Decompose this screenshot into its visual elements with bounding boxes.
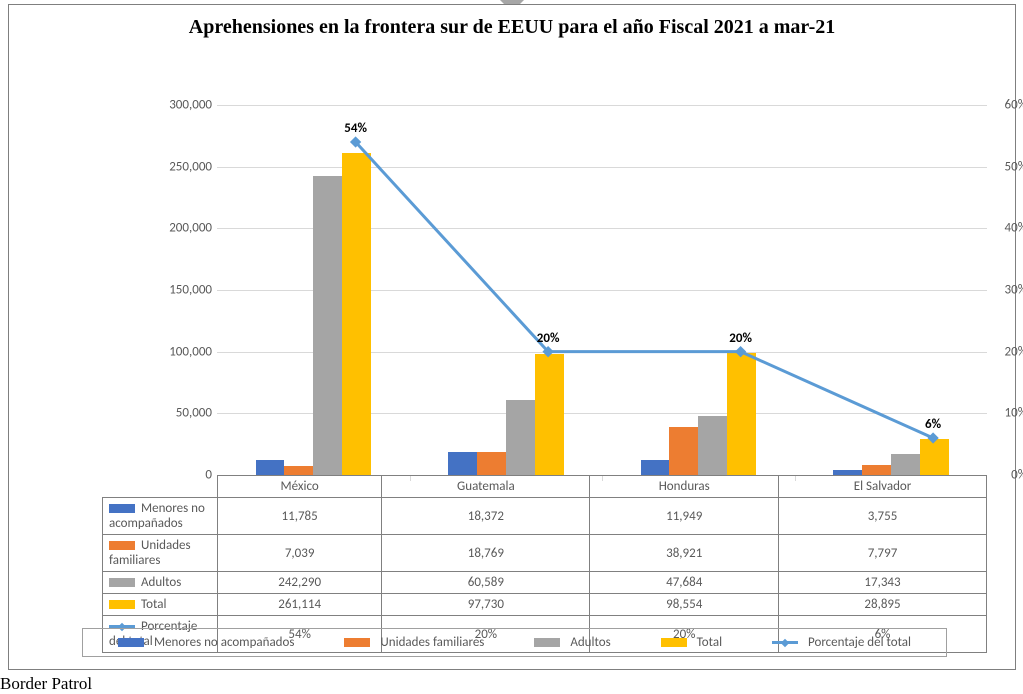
swatch-bar-icon <box>109 578 135 587</box>
table-cell: 18,769 <box>382 535 590 572</box>
table-cell: 98,554 <box>590 594 779 616</box>
table-cell: 7,039 <box>218 535 382 572</box>
swatch-bar-icon <box>118 638 144 647</box>
y-left-tick: 100,000 <box>157 344 212 359</box>
y-axis-right: 0%10%20%30%40%50%60% <box>992 105 1023 475</box>
swatch-bar-icon <box>109 504 135 513</box>
table-cell: 261,114 <box>218 594 382 616</box>
y-left-tick: 200,000 <box>157 221 212 236</box>
row-label: Adultos <box>141 575 181 590</box>
y-left-tick: 300,000 <box>157 98 212 113</box>
line-overlay <box>217 105 987 475</box>
plot-area: 54% 20% 20% 6% <box>217 105 987 475</box>
table-row: Menores no acompañados11,78518,37211,949… <box>103 498 987 535</box>
table-cell: 60,589 <box>382 572 590 594</box>
source-fragment: Border Patrol <box>0 674 92 694</box>
table-cell: 242,290 <box>218 572 382 594</box>
line-marker <box>735 346 746 357</box>
legend-label: Adultos <box>570 635 610 650</box>
y-right-tick: 0% <box>992 468 1023 483</box>
y-right-tick: 20% <box>992 344 1023 359</box>
legend: Menores no acompañados Unidades familiare… <box>82 628 947 657</box>
y-left-tick: 50,000 <box>157 406 212 421</box>
swatch-bar-icon <box>344 638 370 647</box>
line-porcentaje <box>356 142 934 438</box>
table-cell: 3,755 <box>779 498 987 535</box>
table-cell: 7,797 <box>779 535 987 572</box>
table-row: Adultos 242,29060,58947,68417,343 <box>103 572 987 594</box>
chart-card: Aprehensiones en la frontera sur de EEUU… <box>8 4 1016 670</box>
legend-label: Total <box>697 635 722 650</box>
table-row: Unidades familiares7,03918,76938,9217,79… <box>103 535 987 572</box>
swatch-line-icon <box>772 641 798 644</box>
data-table: MéxicoGuatemalaHondurasEl Salvador Menor… <box>102 475 987 653</box>
table-row: Total 261,11497,73098,55428,895 <box>103 594 987 616</box>
line-data-label: 20% <box>729 331 752 346</box>
row-label: Total <box>141 597 166 612</box>
table-cell: 38,921 <box>590 535 779 572</box>
y-left-tick: 250,000 <box>157 159 212 174</box>
y-left-tick: 150,000 <box>157 283 212 298</box>
table-cell: 47,684 <box>590 572 779 594</box>
table-col-header: Guatemala <box>382 476 590 498</box>
table-cell: 97,730 <box>382 594 590 616</box>
y-axis-left: 050,000100,000150,000200,000250,000300,0… <box>157 105 212 475</box>
legend-item: Unidades familiares <box>344 635 484 650</box>
table-cell: 18,372 <box>382 498 590 535</box>
swatch-bar-icon <box>534 638 560 647</box>
swatch-bar-icon <box>109 541 135 550</box>
table-cell: 11,785 <box>218 498 382 535</box>
swatch-bar-icon <box>661 638 687 647</box>
line-marker <box>927 432 938 443</box>
legend-item: Total <box>661 635 722 650</box>
legend-item: Adultos <box>534 635 610 650</box>
line-data-label: 20% <box>537 331 560 346</box>
figure-container: Aprehensiones en la frontera sur de EEUU… <box>0 0 1023 694</box>
y-right-tick: 40% <box>992 221 1023 236</box>
table-cell: 17,343 <box>779 572 987 594</box>
y-right-tick: 60% <box>992 98 1023 113</box>
chart-title: Aprehensiones en la frontera sur de EEUU… <box>9 5 1015 46</box>
line-data-label: 54% <box>344 121 367 136</box>
table-cell: 28,895 <box>779 594 987 616</box>
legend-label: Menores no acompañados <box>154 635 295 650</box>
legend-item: Menores no acompañados <box>118 635 295 650</box>
legend-label: Porcentaje del total <box>808 635 911 650</box>
y-right-tick: 50% <box>992 159 1023 174</box>
y-right-tick: 10% <box>992 406 1023 421</box>
line-data-label: 6% <box>925 417 941 432</box>
table-cell: 11,949 <box>590 498 779 535</box>
table-col-header: Honduras <box>590 476 779 498</box>
table-col-header: México <box>218 476 382 498</box>
table-col-header: El Salvador <box>779 476 987 498</box>
legend-item: Porcentaje del total <box>772 635 911 650</box>
y-right-tick: 30% <box>992 283 1023 298</box>
legend-label: Unidades familiares <box>380 635 484 650</box>
swatch-bar-icon <box>109 600 135 609</box>
